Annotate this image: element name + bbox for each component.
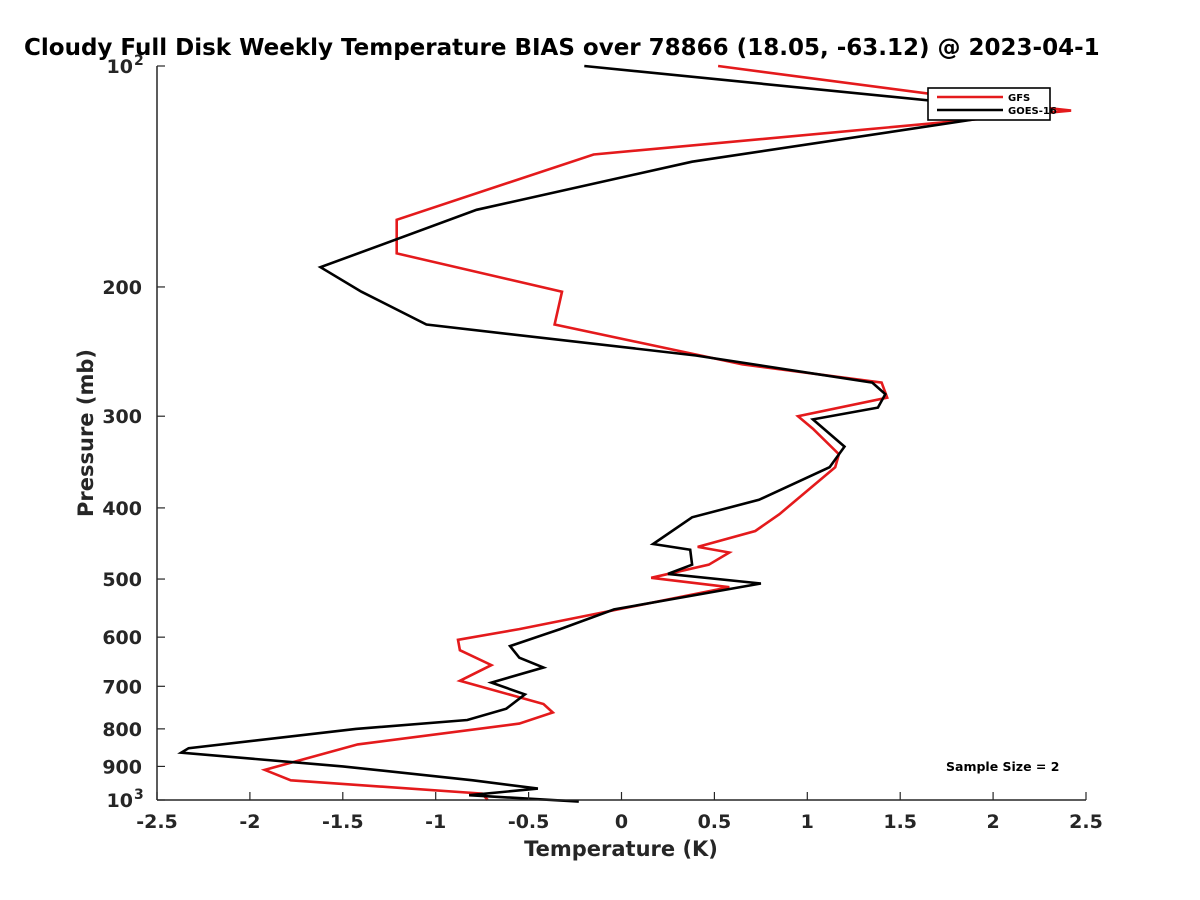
y-tick-exponent: 3 <box>134 787 144 803</box>
y-tick-label: 600 <box>102 627 142 649</box>
x-tick-label: -2.5 <box>136 811 178 833</box>
axes-layer <box>156 66 1086 801</box>
y-tick-label: 400 <box>102 498 142 520</box>
series-line-goes16 <box>177 64 1002 803</box>
x-tick-label: -1 <box>425 811 446 833</box>
legend: GFS GOES-16 <box>927 87 1057 121</box>
x-tick-label: 1.5 <box>883 811 917 833</box>
x-ticks: -2.5 -2 -1.5 -1 -0.5 0 0.5 1 1.5 2 2.5 <box>136 792 1103 833</box>
y-tick-label: 10 <box>107 56 133 78</box>
y-tick-label: 200 <box>102 277 142 299</box>
x-axis-label: Temperature (K) <box>524 837 718 861</box>
x-tick-label: 2.5 <box>1069 811 1103 833</box>
y-tick-exponent: 2 <box>134 53 144 69</box>
chart-title: Cloudy Full Disk Weekly Temperature BIAS… <box>24 35 1100 61</box>
y-tick-label: 700 <box>102 676 142 698</box>
legend-box <box>927 87 1051 121</box>
y-tick-label: 500 <box>102 569 142 591</box>
y-tick-label: 800 <box>102 719 142 741</box>
y-tick-label: 300 <box>102 406 142 428</box>
x-tick-label: 2 <box>986 811 999 833</box>
y-tick-label: 10 <box>107 790 133 812</box>
x-tick-label: -2 <box>239 811 260 833</box>
legend-label-goes16: GOES-16 <box>1008 106 1057 117</box>
y-axis-label: Pressure (mb) <box>74 349 98 517</box>
x-tick-label: 0.5 <box>698 811 732 833</box>
x-tick-label: 1 <box>801 811 814 833</box>
legend-label-gfs: GFS <box>1008 93 1030 104</box>
x-tick-label: -1.5 <box>322 811 364 833</box>
series-line-gfs <box>260 64 1072 801</box>
x-tick-label: -0.5 <box>508 811 550 833</box>
y-tick-label: 900 <box>102 756 142 778</box>
x-tick-label: 0 <box>615 811 628 833</box>
sample-size-annotation: Sample Size = 2 <box>946 759 1059 774</box>
series-layer <box>177 64 1072 803</box>
